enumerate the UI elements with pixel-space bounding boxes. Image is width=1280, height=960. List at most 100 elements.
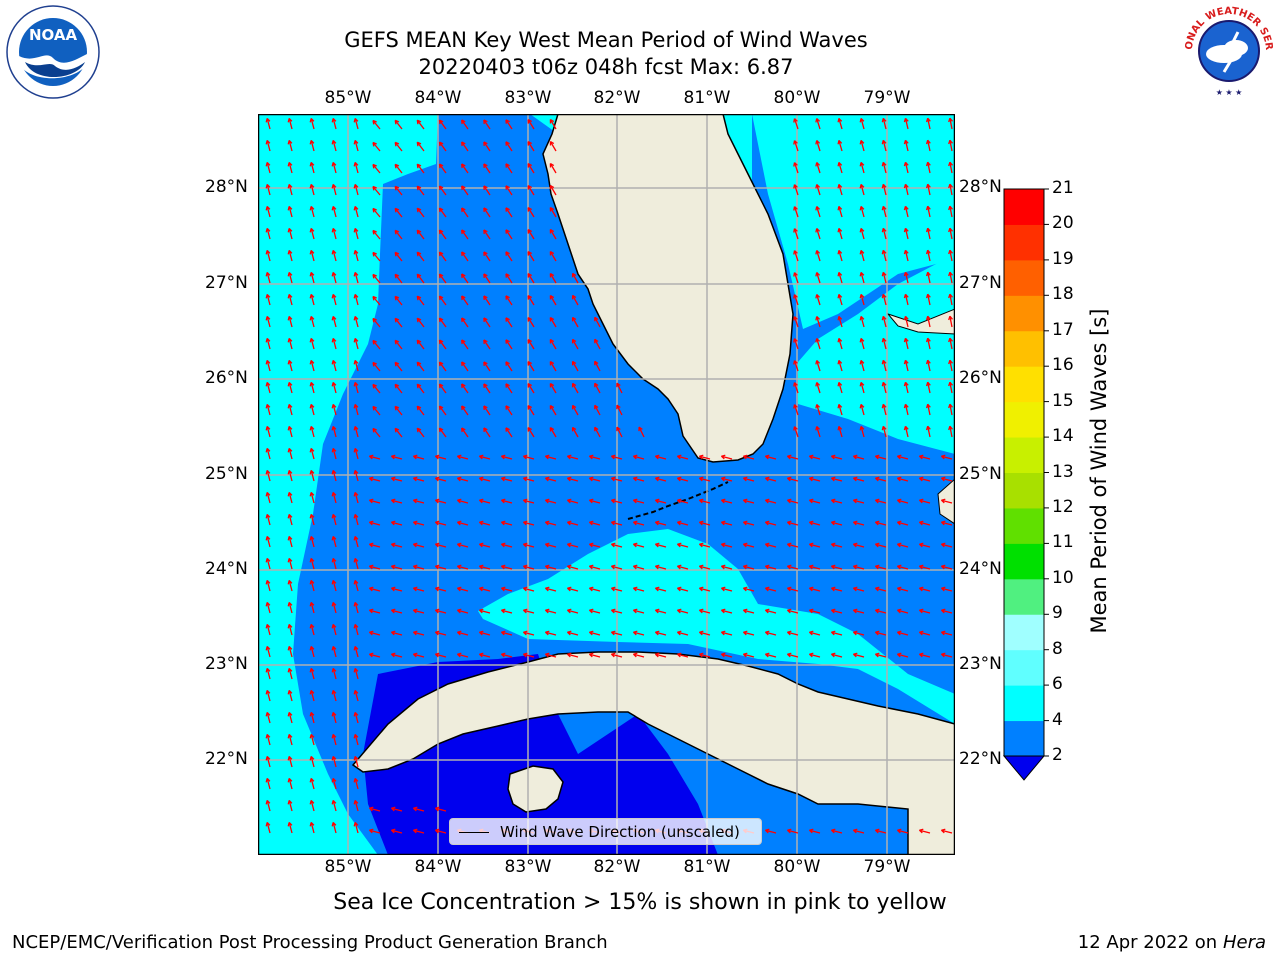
wave-direction-arrowhead xyxy=(918,828,924,834)
wave-direction-arrowhead xyxy=(566,564,572,570)
wave-direction-arrow xyxy=(523,499,535,504)
wave-direction-arrowhead xyxy=(309,337,315,343)
wave-direction-arrow xyxy=(501,477,513,482)
wave-direction-arrowhead xyxy=(588,476,594,482)
wave-direction-arrow xyxy=(793,294,799,306)
lat-label-left: 23°N xyxy=(205,654,248,674)
wave-direction-arrow xyxy=(897,477,909,482)
wave-direction-arrowhead xyxy=(522,520,528,526)
wave-direction-arrowhead xyxy=(632,652,638,658)
wave-direction-arrow xyxy=(394,295,403,306)
wave-direction-arrowhead xyxy=(544,542,550,548)
wave-direction-arrowhead xyxy=(764,520,770,526)
wave-direction-arrowhead xyxy=(837,161,843,167)
colorbar xyxy=(1002,188,1049,781)
wave-direction-arrow xyxy=(549,251,557,262)
wave-direction-arrow xyxy=(288,822,293,834)
wave-direction-arrowhead xyxy=(859,425,865,431)
wave-direction-arrow xyxy=(816,316,821,328)
wave-direction-arrowhead xyxy=(456,542,462,548)
wave-direction-arrow xyxy=(310,360,315,372)
wave-direction-arrow xyxy=(721,477,733,482)
wave-direction-arrowhead xyxy=(720,564,726,570)
wave-direction-arrowhead xyxy=(808,542,814,548)
wave-direction-arrow xyxy=(435,587,447,592)
wave-direction-arrow xyxy=(310,184,315,196)
lat-label-left: 25°N xyxy=(205,464,248,484)
wave-direction-arrowhead xyxy=(483,141,488,146)
wave-direction-arrowhead xyxy=(815,338,821,343)
wave-direction-arrow xyxy=(816,206,821,218)
wave-direction-arrow xyxy=(505,163,513,174)
wave-direction-arrowhead xyxy=(881,205,887,211)
wave-direction-arrowhead xyxy=(390,608,396,614)
wave-direction-arrowhead xyxy=(287,557,293,563)
wave-direction-arrowhead xyxy=(815,360,821,365)
wave-direction-arrowhead xyxy=(896,828,902,834)
wave-direction-arrow xyxy=(941,521,953,526)
wave-direction-arrowhead xyxy=(287,249,293,255)
wave-direction-arrow xyxy=(853,455,865,460)
wave-direction-arrow xyxy=(288,778,293,790)
wave-direction-arrow xyxy=(633,455,645,460)
wave-direction-arrow xyxy=(438,141,447,152)
wave-direction-arrowhead xyxy=(896,542,902,548)
wave-direction-arrowhead xyxy=(793,206,798,211)
wave-direction-arrow xyxy=(809,543,821,548)
wave-direction-arrowhead xyxy=(571,272,577,278)
wave-direction-arrowhead xyxy=(265,293,271,299)
wave-direction-arrowhead xyxy=(925,183,931,189)
wave-direction-arrow xyxy=(413,631,425,636)
wave-direction-arrowhead xyxy=(331,513,337,519)
wave-direction-arrowhead xyxy=(610,630,616,636)
wave-direction-arrowhead xyxy=(353,293,359,299)
wave-direction-arrowhead xyxy=(309,623,315,629)
wave-direction-arrowhead xyxy=(786,630,792,636)
wave-direction-arrowhead xyxy=(896,586,902,592)
wave-direction-arrowhead xyxy=(852,586,858,592)
wave-direction-arrow xyxy=(721,631,733,636)
wave-direction-arrowhead xyxy=(720,586,726,592)
wave-direction-arrowhead xyxy=(632,564,638,570)
wave-direction-arrow xyxy=(332,426,337,438)
colorbar-segment xyxy=(1004,649,1044,686)
wave-direction-arrowhead xyxy=(676,630,682,636)
wave-direction-arrowhead xyxy=(461,229,466,235)
wave-direction-arrowhead xyxy=(676,652,682,658)
wave-direction-arrowhead xyxy=(353,227,359,233)
wave-direction-arrowhead xyxy=(353,337,359,343)
wave-direction-arrowhead xyxy=(505,185,510,190)
wave-direction-arrow xyxy=(332,228,337,240)
wave-direction-arrow xyxy=(310,250,315,262)
wave-direction-arrow xyxy=(904,338,909,350)
wave-direction-arrow xyxy=(655,521,667,526)
wave-direction-arrowhead xyxy=(309,579,315,585)
wave-direction-arrowhead xyxy=(544,586,550,592)
wave-direction-arrow xyxy=(699,477,711,482)
wave-direction-arrowhead xyxy=(390,828,396,834)
wave-direction-arrow xyxy=(919,499,931,504)
wave-direction-arrowhead xyxy=(925,249,931,255)
wave-direction-arrowhead xyxy=(815,140,821,145)
wave-direction-arrowhead xyxy=(948,205,953,211)
wave-direction-arrowhead xyxy=(720,454,726,460)
wave-direction-arrow xyxy=(461,207,469,218)
wave-direction-arrowhead xyxy=(859,249,865,255)
wave-direction-arrow xyxy=(288,690,293,702)
wave-direction-arrowhead xyxy=(368,652,374,658)
wave-direction-arrow xyxy=(332,470,337,482)
wave-direction-arrow xyxy=(288,624,293,636)
wave-direction-arrowhead xyxy=(808,652,814,658)
wave-direction-arrowhead xyxy=(610,564,616,570)
colorbar-segment xyxy=(1004,507,1044,544)
wave-direction-arrow xyxy=(545,587,557,592)
wave-direction-arrow xyxy=(545,521,557,526)
wave-direction-arrowhead xyxy=(353,183,359,189)
wave-direction-arrow xyxy=(721,587,733,592)
wave-direction-arrowhead xyxy=(353,667,359,673)
wave-direction-arrowhead xyxy=(500,652,506,658)
colorbar-segment xyxy=(1004,472,1044,509)
wave-direction-arrow xyxy=(288,250,293,262)
wave-direction-arrow xyxy=(882,140,887,152)
wave-direction-arrow xyxy=(765,543,777,548)
